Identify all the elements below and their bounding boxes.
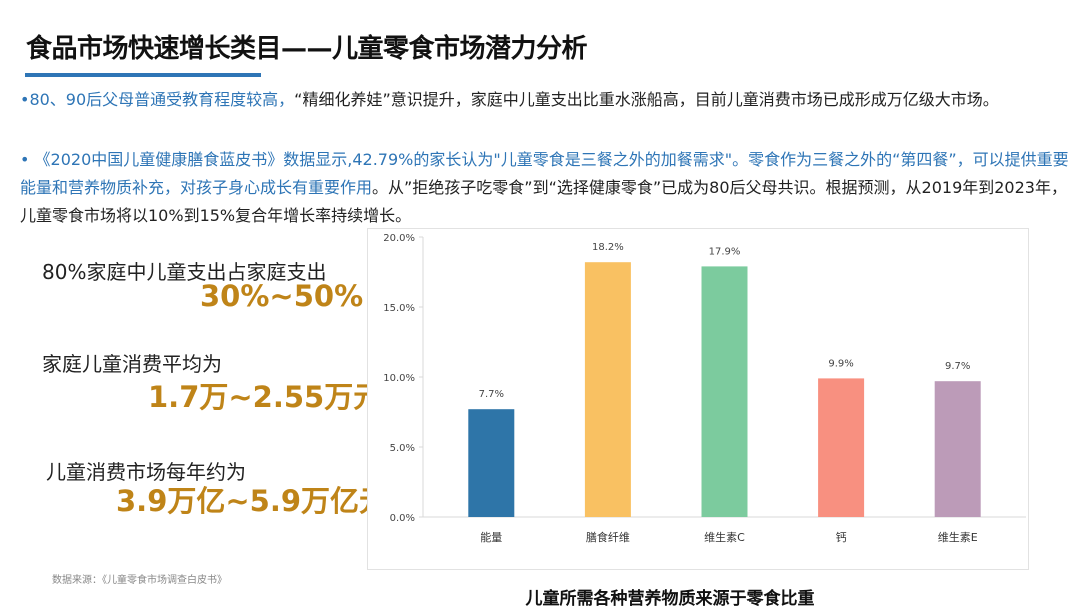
chart-title: 儿童所需各种营养物质来源于零食比重 xyxy=(525,589,815,609)
bar-value-label: 17.9% xyxy=(709,246,741,257)
data-source: 数据来源：《儿童零食市场调查白皮书》 xyxy=(52,575,227,586)
paragraph-1-highlight: 80、90后父母普通受教育程度较高， xyxy=(29,90,295,109)
bar-value-label: 7.7% xyxy=(479,389,504,400)
bar-维生素C xyxy=(701,266,748,517)
stat-value: 30%~50% xyxy=(200,279,364,313)
y-tick-label: 20.0% xyxy=(383,233,415,244)
stat-value: 3.9万亿~5.9万亿元 xyxy=(116,484,389,518)
stat-label: 家庭儿童消费平均为 xyxy=(42,352,222,376)
x-tick-label: 膳食纤维 xyxy=(586,530,630,544)
bar-chart: 0.0% 5.0% 10.0% 15.0% 20.0% 7.7% 能量 18.2% 膳食纤维 17… xyxy=(367,228,1029,570)
x-tick-label: 钙 xyxy=(836,530,847,544)
bullet: • xyxy=(20,150,30,169)
bar-value-label: 9.7% xyxy=(945,361,970,372)
stat-label: 儿童消费市场每年约为 xyxy=(46,460,246,484)
bar-能量 xyxy=(468,409,515,517)
paragraph-2-highlight: 《2020中国儿童健康膳食蓝皮书》数据显示,42.79%的家长认为"儿童零食是三… xyxy=(20,150,1069,197)
y-tick-label: 5.0% xyxy=(390,443,415,454)
stat-label: 80%家庭中儿童支出占家庭支出 xyxy=(42,260,327,284)
paragraph-2: • 《2020中国儿童健康膳食蓝皮书》数据显示,42.79%的家长认为"儿童零食… xyxy=(20,146,1070,230)
paragraph-2-text: 。从”拒绝孩子吃零食”到“选择健康零食”已成为80后父母共识。根据预测，从201… xyxy=(20,178,1067,225)
bullet: • xyxy=(20,90,30,109)
bar-value-label: 18.2% xyxy=(592,242,624,253)
y-tick-label: 15.0% xyxy=(383,303,415,314)
stat-value: 1.7万~2.55万元 xyxy=(148,380,383,414)
bar-钙 xyxy=(818,378,865,517)
page-title: 食品市场快速增长类目——儿童零食市场潜力分析 xyxy=(26,34,588,64)
bar-膳食纤维 xyxy=(584,262,631,517)
x-tick-label: 能量 xyxy=(480,530,502,544)
paragraph-1: •80、90后父母普通受教育程度较高，“精细化养娃”意识提升，家庭中儿童支出比重… xyxy=(20,86,1070,114)
y-tick-label: 10.0% xyxy=(383,373,415,384)
title-underline xyxy=(25,73,261,77)
bar-维生素E xyxy=(934,381,981,517)
y-tick-label: 0.0% xyxy=(390,513,415,524)
x-tick-label: 维生素E xyxy=(938,530,978,544)
bar-value-label: 9.9% xyxy=(828,358,853,369)
x-tick-label: 维生素C xyxy=(704,530,745,544)
paragraph-1-text: “精细化养娃”意识提升，家庭中儿童支出比重水涨船高，目前儿童消费市场已成形成万亿… xyxy=(294,90,999,109)
chart-svg: 0.0% 5.0% 10.0% 15.0% 20.0% 7.7% 能量 18.2% 膳食纤维 17… xyxy=(383,233,1026,544)
